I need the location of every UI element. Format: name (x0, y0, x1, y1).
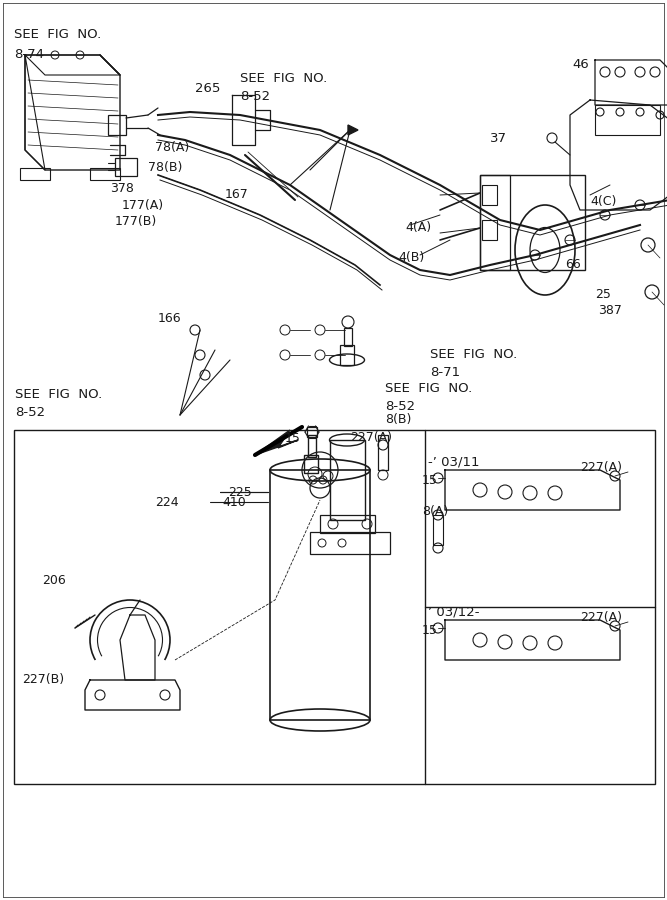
Bar (482, 220, 497, 240)
Bar (595, 105, 660, 135)
Text: 265: 265 (195, 82, 220, 94)
Text: 78(A): 78(A) (155, 141, 189, 155)
Text: 66: 66 (565, 258, 581, 272)
Bar (310, 532, 390, 554)
Bar (14, 430, 655, 784)
Text: SEE  FIG  NO.: SEE FIG NO. (15, 389, 102, 401)
Text: 227(A): 227(A) (580, 462, 622, 474)
Bar (90, 168, 120, 180)
Text: 378: 378 (110, 182, 134, 194)
Bar (307, 427, 317, 437)
Bar (344, 328, 352, 346)
Text: 4(B): 4(B) (398, 251, 424, 265)
Text: 410: 410 (222, 496, 245, 508)
Text: 4(C): 4(C) (590, 195, 616, 209)
Text: 8-52: 8-52 (385, 400, 415, 412)
Text: 387: 387 (598, 303, 622, 317)
Text: 8-52: 8-52 (15, 407, 45, 419)
Text: SEE  FIG  NO.: SEE FIG NO. (14, 29, 101, 41)
Bar (480, 175, 585, 270)
Bar (304, 455, 318, 473)
Text: 15: 15 (285, 431, 301, 445)
Text: 15: 15 (422, 473, 438, 487)
Text: 227(B): 227(B) (22, 673, 64, 687)
Text: 37: 37 (490, 131, 507, 145)
Text: 15: 15 (422, 624, 438, 636)
Text: 8(A): 8(A) (422, 506, 448, 518)
Bar (308, 435, 316, 457)
Text: 167: 167 (225, 188, 249, 202)
Text: 225: 225 (228, 485, 251, 499)
Bar (340, 345, 354, 365)
Text: 46: 46 (572, 58, 589, 71)
Bar (378, 435, 388, 470)
Text: 8-52: 8-52 (240, 91, 270, 104)
Bar (482, 185, 497, 205)
Text: 4(A): 4(A) (405, 221, 431, 235)
Text: 177(A): 177(A) (122, 199, 164, 212)
Text: 25: 25 (595, 289, 611, 302)
Bar (330, 440, 365, 520)
Polygon shape (348, 125, 358, 135)
Bar (270, 470, 370, 720)
Text: ’ 03/12-: ’ 03/12- (428, 606, 480, 618)
Text: 206: 206 (42, 573, 66, 587)
Text: SEE  FIG  NO.: SEE FIG NO. (385, 382, 472, 394)
Text: 224: 224 (155, 496, 179, 508)
Text: 8-74: 8-74 (14, 49, 44, 61)
Text: 166: 166 (158, 311, 181, 325)
Text: 227(A): 227(A) (350, 431, 392, 445)
Text: 8-71: 8-71 (430, 366, 460, 380)
Bar (108, 115, 126, 135)
Text: SEE  FIG  NO.: SEE FIG NO. (240, 71, 327, 85)
Bar (433, 515, 443, 545)
Text: 177(B): 177(B) (115, 215, 157, 229)
Text: 8(B): 8(B) (385, 413, 412, 427)
Bar (480, 175, 510, 270)
Text: -’ 03/11: -’ 03/11 (428, 455, 480, 469)
Bar (115, 158, 137, 176)
Polygon shape (255, 430, 298, 455)
Text: 78(B): 78(B) (148, 161, 182, 175)
Text: 227(A): 227(A) (580, 611, 622, 625)
Text: SEE  FIG  NO.: SEE FIG NO. (430, 348, 517, 362)
Bar (20, 168, 50, 180)
Bar (320, 515, 375, 533)
